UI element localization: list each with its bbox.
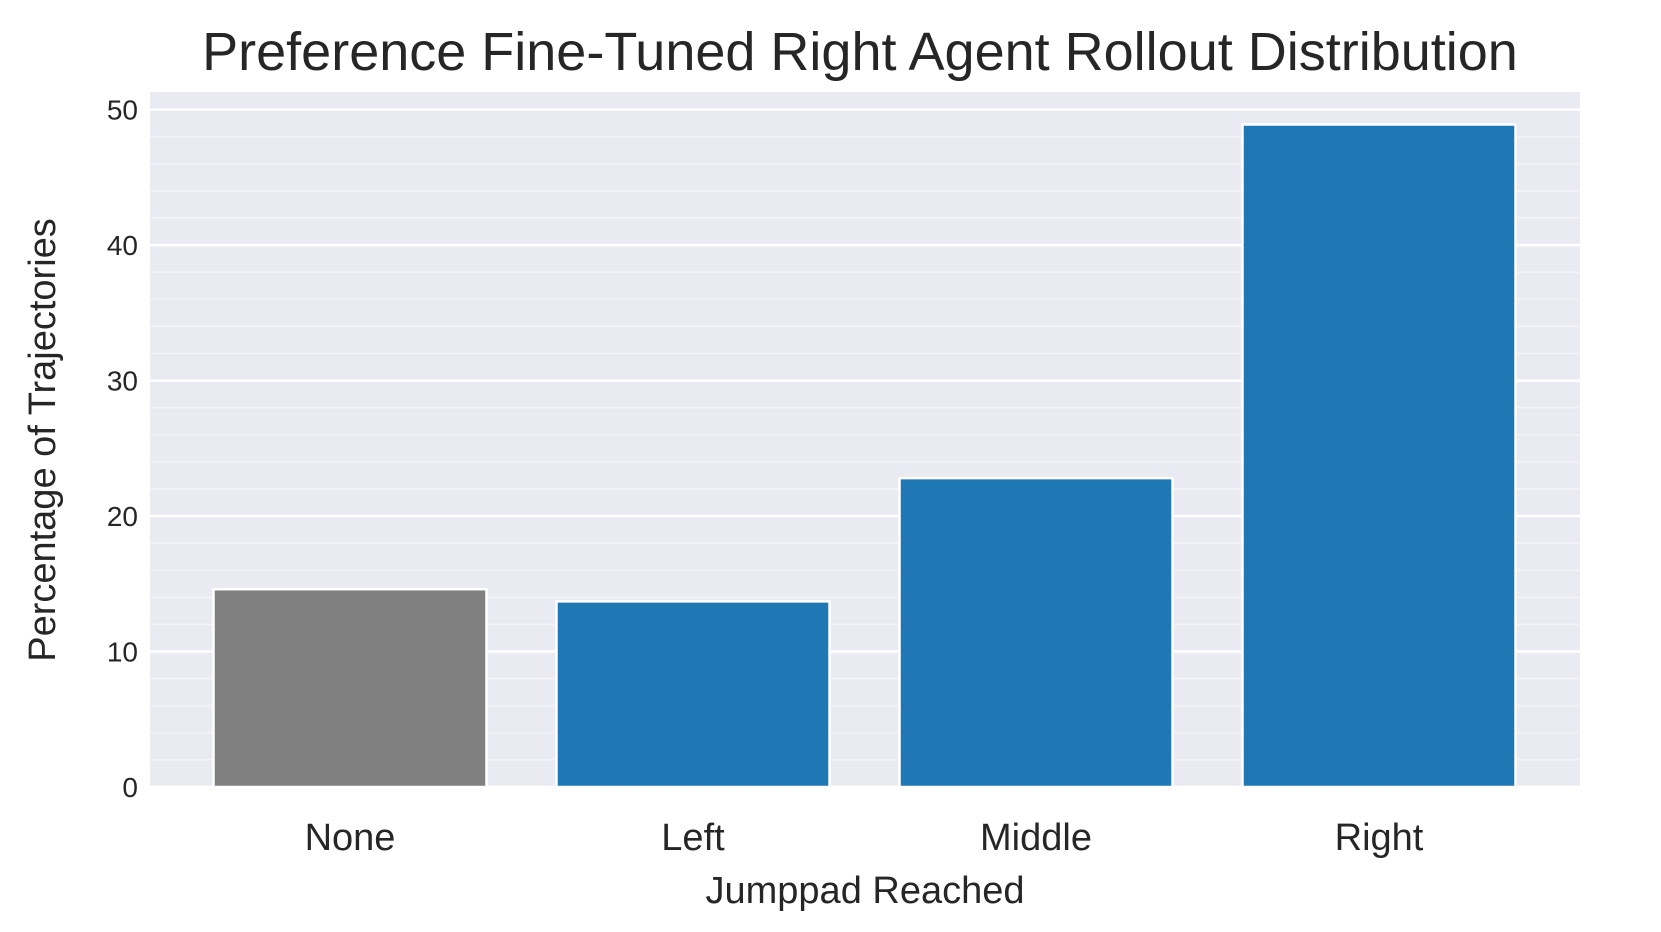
x-tick-labels: None Left Middle Right	[305, 817, 1424, 859]
x-tick-label: Middle	[980, 817, 1092, 859]
y-tick-label: 20	[107, 501, 138, 532]
y-axis-label: Percentage of Trajectories	[22, 218, 64, 662]
bar-left	[555, 600, 831, 789]
y-tick-label: 30	[107, 366, 138, 397]
x-tick-label: None	[305, 817, 396, 859]
bars	[212, 123, 1517, 789]
y-tick-label: 10	[107, 637, 138, 668]
y-tick-labels: 0 10 20 30 40 50	[107, 95, 138, 803]
bar-none	[212, 587, 488, 789]
x-tick-label: Left	[661, 817, 725, 859]
y-tick-label: 40	[107, 230, 138, 261]
bar-right	[1241, 123, 1517, 789]
x-tick-label: Right	[1335, 817, 1424, 859]
chart-title: Preference Fine-Tuned Right Agent Rollou…	[202, 22, 1518, 82]
y-tick-label: 0	[122, 772, 138, 803]
x-axis-label: Jumppad Reached	[706, 870, 1025, 912]
y-tick-label: 50	[107, 95, 138, 126]
bar-middle	[898, 476, 1174, 789]
